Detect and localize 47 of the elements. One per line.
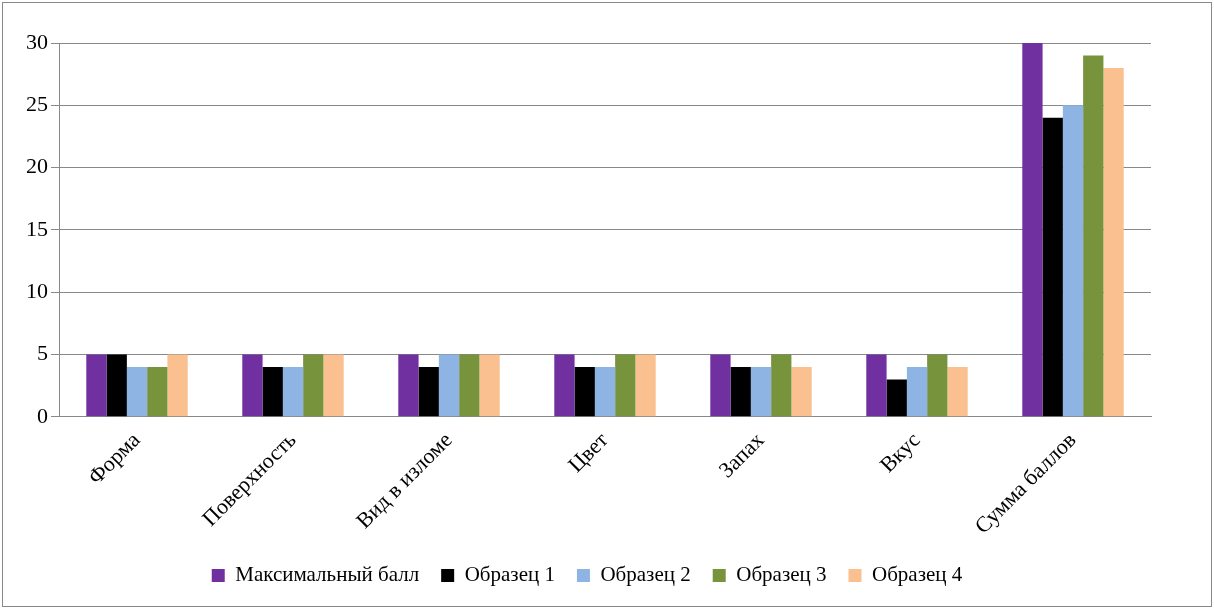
bar [262, 366, 283, 417]
y-tick-label: 15 [26, 215, 48, 241]
legend-label: Образец 3 [736, 562, 827, 587]
bar [167, 354, 188, 417]
bar [1083, 55, 1104, 417]
y-tick-label: 10 [26, 277, 48, 303]
bar [866, 354, 887, 417]
bar [886, 379, 907, 417]
bar [242, 354, 263, 417]
bar [1103, 67, 1124, 417]
bar [771, 354, 792, 417]
bar [86, 354, 107, 417]
y-tick-label: 25 [26, 91, 48, 117]
bar [594, 366, 616, 417]
bar [1062, 105, 1084, 417]
bar [282, 366, 304, 417]
bar [635, 354, 656, 417]
bar [479, 354, 500, 417]
legend-label: Образец 2 [600, 562, 691, 587]
legend-label: Образец 1 [464, 562, 555, 587]
bar [710, 354, 731, 417]
y-tick-label: 0 [37, 402, 48, 428]
bar [303, 354, 324, 417]
bar [1022, 43, 1043, 417]
y-tick-label: 20 [26, 153, 48, 179]
y-tick-label: 30 [26, 28, 48, 54]
legend-label: Образец 4 [871, 562, 963, 587]
legend-label: Максимальный балл [235, 562, 420, 587]
bar [323, 354, 344, 417]
bar [106, 354, 127, 417]
bar [1042, 117, 1063, 417]
bar [947, 366, 968, 417]
bar [615, 354, 636, 417]
bar [459, 354, 480, 417]
bar [438, 354, 460, 417]
bar [147, 366, 168, 417]
bar [927, 354, 948, 417]
bar [398, 354, 419, 417]
bar [574, 366, 595, 417]
bar [126, 366, 148, 417]
bar [554, 354, 575, 417]
bar [750, 366, 772, 417]
bar [906, 366, 928, 417]
bar [418, 366, 439, 417]
y-tick-label: 5 [37, 340, 48, 366]
bar [791, 366, 812, 417]
bar [730, 366, 751, 417]
